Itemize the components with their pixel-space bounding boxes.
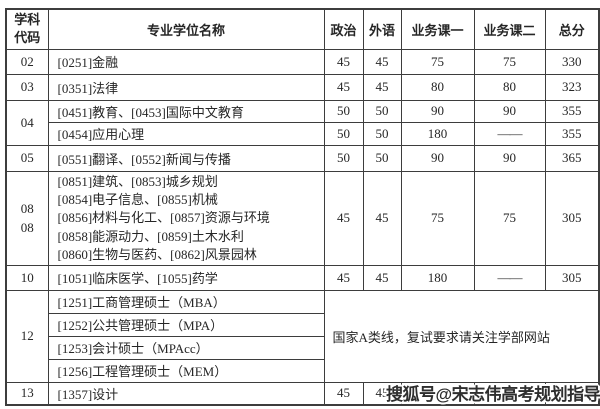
program-name-cell: [0551]翻译、[0552]新闻与传播 xyxy=(47,144,325,172)
program-name-cell: [1357]设计 xyxy=(47,381,325,406)
col-header-course2: 业务课二 xyxy=(473,8,546,50)
foreign-score-cell: 45 xyxy=(362,381,402,406)
politics-score-cell: 50 xyxy=(323,99,364,123)
politics-score-cell: 45 xyxy=(323,170,364,266)
course1-score-cell: 80 xyxy=(400,73,475,101)
table-row: [1253]会计硕士（MPAcc） xyxy=(6,335,599,360)
course1-score-cell xyxy=(400,381,475,406)
course2-score-cell: —— xyxy=(473,264,546,291)
col-header-total: 总分 xyxy=(544,8,600,50)
col-header-subject-code: 学科 代码 xyxy=(5,8,49,50)
total-score-cell: 305 xyxy=(544,170,600,266)
program-name-cell: [0351]法律 xyxy=(47,73,325,101)
table-row: 13 [1357]设计 45 45 xyxy=(5,381,600,406)
admission-score-table: 学科 代码 专业学位名称 政治 外语 业务课一 业务课二 总分 02 [0251… xyxy=(5,8,600,407)
total-score-cell: 365 xyxy=(544,144,600,172)
foreign-score-cell: 45 xyxy=(362,48,402,75)
subject-code-cell: 12 xyxy=(5,289,49,383)
foreign-score-cell: 45 xyxy=(362,264,402,291)
table-row: 04 [0451]教育、[0453]国际中文教育 50 50 90 90 355 xyxy=(5,99,600,146)
table-row: 10 [1051]临床医学、[1055]药学 45 45 180 —— 305 xyxy=(5,264,600,291)
subject-code-cell: 04 xyxy=(5,99,49,146)
col-header-politics: 政治 xyxy=(323,8,364,50)
program-name-cell: [1253]会计硕士（MPAcc） xyxy=(47,335,325,360)
politics-score-cell: 50 xyxy=(323,144,364,172)
foreign-score-cell: 45 xyxy=(362,73,402,101)
foreign-score-cell: 45 xyxy=(362,170,402,266)
program-name-cell: [0451]教育、[0453]国际中文教育 xyxy=(47,99,325,123)
politics-score-cell: 45 xyxy=(323,264,364,291)
total-score-cell xyxy=(544,381,600,406)
foreign-score-cell: 50 xyxy=(362,144,402,172)
program-name-cell: [0454]应用心理 xyxy=(47,121,325,146)
table-row: [1252]公共管理硕士（MPA） xyxy=(6,312,599,337)
subject-code-cell: 08 08 xyxy=(5,170,49,266)
course2-score-cell: 90 xyxy=(473,99,546,123)
program-name-cell: [0851]建筑、[0853]城乡规划 [0854]电子信息、[0855]机械 … xyxy=(47,170,325,266)
subject-code-cell: 05 xyxy=(5,144,49,172)
course1-score-cell: 90 xyxy=(400,144,475,172)
table-row: 08 08 [0851]建筑、[0853]城乡规划 [0854]电子信息、[08… xyxy=(5,170,600,266)
program-name-cell: [1051]临床医学、[1055]药学 xyxy=(47,264,325,291)
national-line-note-cell: 国家A类线，复试要求请关注学部网站 xyxy=(323,289,600,383)
col-header-course1: 业务课一 xyxy=(400,8,475,50)
table-row: 03 [0351]法律 45 45 80 80 323 xyxy=(5,73,600,101)
table-row: 02 [0251]金融 45 45 75 75 330 xyxy=(5,48,600,75)
subject-code-cell: 02 xyxy=(5,48,49,75)
course1-score-cell: 180 xyxy=(400,264,475,291)
course1-score-cell: 75 xyxy=(400,48,475,75)
course2-score-cell: 90 xyxy=(473,144,546,172)
course1-score-cell: 180 xyxy=(400,121,475,146)
total-score-cell: 305 xyxy=(544,264,600,291)
course2-score-cell: 75 xyxy=(473,48,546,75)
total-score-cell: 355 xyxy=(544,99,600,123)
program-name-cell: [1252]公共管理硕士（MPA） xyxy=(47,312,325,337)
politics-score-cell: 45 xyxy=(323,73,364,101)
header-row: 学科 代码 专业学位名称 政治 外语 业务课一 业务课二 总分 xyxy=(5,8,600,50)
program-name-cell: [1251]工商管理硕士（MBA） xyxy=(47,289,325,314)
program-name-cell: [0251]金融 xyxy=(47,48,325,75)
total-score-cell: 330 xyxy=(544,48,600,75)
sohu-watermark: 搜狐号@宋志伟高考规划指导 xyxy=(386,385,600,404)
course2-score-cell: —— xyxy=(473,121,546,146)
foreign-score-cell: 50 xyxy=(362,99,402,123)
table-row: 05 [0551]翻译、[0552]新闻与传播 50 50 90 90 365 xyxy=(5,144,600,172)
total-score-cell: 355 xyxy=(544,121,600,146)
politics-score-cell: 45 xyxy=(323,381,364,406)
course1-score-cell: 75 xyxy=(400,170,475,266)
total-score-cell: 323 xyxy=(544,73,600,101)
course2-score-cell: 75 xyxy=(473,170,546,266)
course1-score-cell: 90 xyxy=(400,99,475,123)
politics-score-cell: 50 xyxy=(323,121,364,146)
col-header-foreign-language: 外语 xyxy=(362,8,402,50)
foreign-score-cell: 50 xyxy=(362,121,402,146)
subject-code-cell: 10 xyxy=(5,264,49,291)
program-name-cell: [1256]工程管理硕士（MEM） xyxy=(47,358,325,383)
subject-code-cell: 13 xyxy=(5,381,49,406)
politics-score-cell: 45 xyxy=(323,48,364,75)
course2-score-cell: 80 xyxy=(473,73,546,101)
col-header-program-name: 专业学位名称 xyxy=(47,8,325,50)
table-row: [0454]应用心理 50 50 180 —— 355 xyxy=(6,121,600,146)
subject-code-cell: 03 xyxy=(5,73,49,101)
table-row: 12 [1251]工商管理硕士（MBA） 国家A类线，复试要求请关注学部网站 xyxy=(5,289,600,383)
